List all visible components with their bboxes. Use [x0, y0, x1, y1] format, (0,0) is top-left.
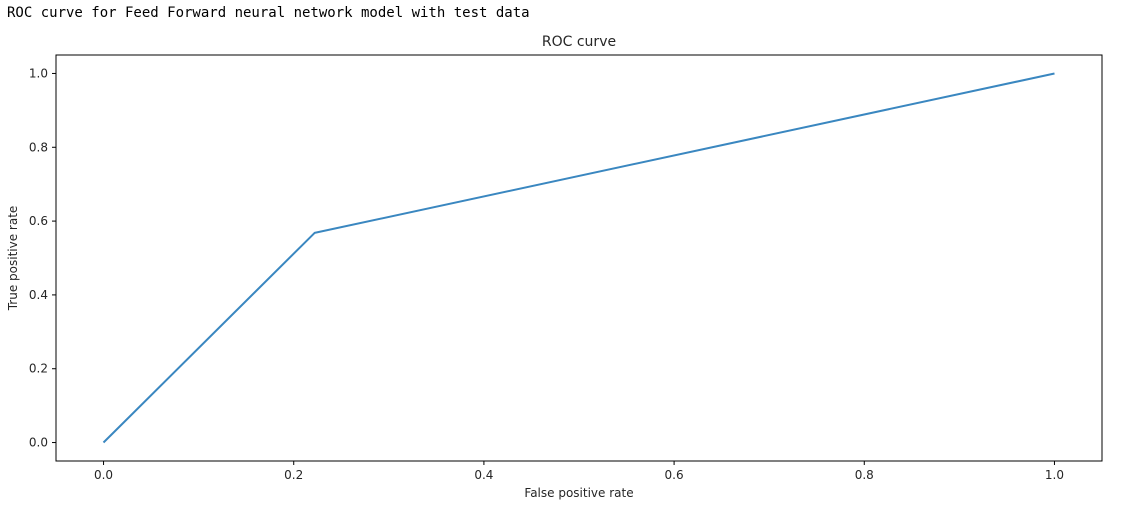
y-tick-label: 0.8 — [29, 140, 48, 154]
x-tick-label: 0.4 — [474, 468, 493, 482]
y-axis-ticks: 0.0 0.2 0.4 0.6 0.8 1.0 — [29, 66, 56, 450]
x-axis-ticks: 0.0 0.2 0.4 0.6 0.8 1.0 — [94, 461, 1064, 482]
y-tick-label: 0.4 — [29, 288, 48, 302]
x-tick-label: 0.6 — [665, 468, 684, 482]
cell-output-text: ROC curve for Feed Forward neural networ… — [7, 5, 530, 21]
chart-title: ROC curve — [542, 34, 616, 50]
y-tick-label: 0.2 — [29, 362, 48, 376]
y-tick-label: 1.0 — [29, 66, 48, 80]
y-tick-label: 0.6 — [29, 214, 48, 228]
x-tick-label: 0.8 — [855, 468, 874, 482]
y-tick-label: 0.0 — [29, 436, 48, 450]
roc-series-line — [102, 72, 1055, 444]
y-axis-label: True positive rate — [6, 206, 20, 312]
x-tick-label: 1.0 — [1045, 468, 1064, 482]
x-tick-label: 0.0 — [94, 468, 113, 482]
plot-area — [55, 54, 1103, 462]
x-axis-label: False positive rate — [524, 486, 633, 500]
series-layer — [102, 72, 1055, 444]
x-tick-label: 0.2 — [284, 468, 303, 482]
